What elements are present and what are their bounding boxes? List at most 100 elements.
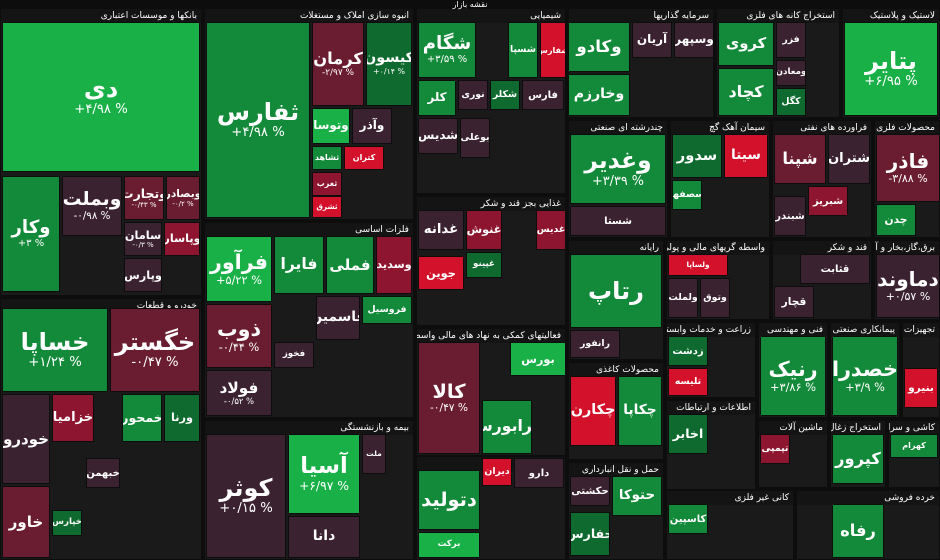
stock-name: ملت [366,448,382,458]
stock-tile: آسیا +۶/۹۷ % [288,434,360,514]
stock-name: بنیرو [908,381,934,395]
stock-tile: زدشت [668,336,708,366]
stock-tile: خپارس [52,510,82,536]
stock-tile: شسپا [508,22,538,78]
stock-name: آسیا [300,453,348,480]
stock-change: -۳/۸۸ % [888,172,928,186]
stock-tile: قچار [774,286,814,318]
stock-name: قچار [781,295,807,309]
stock-tile: کپرور [832,434,884,484]
stock-name: خزامیا [52,409,94,425]
stock-name: فارس [528,89,558,101]
stock-tile: شپنا [774,134,826,184]
sector-title: بیمه و بازنشستگی [205,421,413,435]
stock-name: شکلر [492,88,518,100]
stock-name: خبهمن [86,467,120,479]
stock-name: وکادو [576,36,622,56]
stock-name: شدیس [418,128,458,143]
stock-tile: ورنا [164,394,200,442]
stock-name: وخارزم [573,86,625,103]
stock-tile: آریان [632,22,672,58]
stock-name: رنیک [768,356,818,381]
stock-tile: ثغرب [312,172,342,196]
stock-name: خپارس [52,517,82,528]
sector-title: فعالیتهای کمکی به نهاد های مالی واسط [417,329,565,343]
stock-name: بوعلی [460,131,490,143]
stock-change: +۳/۹ % [845,379,885,394]
stock-name: شبندر [775,210,805,222]
sector-title: اطلاعات و ارتباطات [667,401,755,415]
stock-tile: فاسمین [316,296,360,340]
stock-name: کوثر [219,473,273,502]
stock-name: غدیس [536,223,566,235]
stock-change: +۳/۸۶ % [770,379,816,394]
stock-tile: شبریز [808,186,848,216]
stock-tile: وتوسا [312,108,350,144]
stock-name: کرمان [313,48,363,68]
sector-title: حمل و نقل انبارداری [569,463,663,477]
stock-name: شتران [828,150,870,166]
stock-tile: بنیرو [904,368,938,408]
stock-tile: کوثر +۰/۱۵ % [206,434,286,558]
stock-tile: قثابت [800,254,870,284]
stock-tile: فارس [522,80,564,110]
sector-title: پیمانکاری صنعتی [831,323,899,337]
stock-name: سدور [676,146,718,164]
stock-name: خصدرا [832,356,898,381]
stock-tile: وبصادر -۰/۲ % [166,176,200,220]
stock-tile: ملت [362,434,386,474]
stock-name: فولاد [219,378,259,397]
stock-name: دماوند [877,267,939,292]
sector-title: کانی غیر فلزی [667,491,793,505]
stock-name: زدشت [672,345,704,357]
stock-name: ثغرب [316,178,338,188]
stock-tile: دتولید [418,470,480,530]
stock-tile: وتجارت-۰/۴۳ % [124,176,164,220]
stock-name: فملی [329,255,371,274]
stock-name: نوری [461,88,485,100]
stock-name: چکاپا [623,402,657,419]
stock-tile: تلیسه [668,368,708,396]
stock-name: شفارس [541,44,565,55]
stock-tile: وسپهر [674,22,714,58]
stock-name: بورس [521,351,555,366]
stock-tile: کرمان -۲/۹۷ % [312,22,364,106]
stock-name: سصفها [673,188,701,200]
stock-tile: رتاپ [570,254,662,328]
sector-title: استخراج زغال [831,421,885,435]
stock-name: وپارس [124,267,162,282]
stock-tile: ذوب -۰/۴۴ % [206,304,272,368]
stock-name: جوین [426,265,456,280]
stock-tile: غدانه [418,210,464,250]
stock-tile: وتوق [700,278,730,318]
stock-tile: دانا [288,516,360,558]
stock-tile: خمحور [122,394,162,442]
stock-name: وسپهر [674,32,714,47]
stock-tile: حفارس [570,512,610,556]
stock-name: فایرا [280,255,318,274]
stock-tile: وکادو [568,22,630,72]
stock-tile: غنوش [466,210,502,250]
stock-tile: کیسون +۰/۱۴ % [366,22,412,106]
stock-tile: تپمپی [760,434,790,464]
stock-change: +۰/۵۷ % [885,290,931,304]
stock-name: کالا [432,379,466,403]
stock-change: +۴/۹۸ % [74,102,128,118]
stock-change: +۶/۹۷ % [298,478,350,493]
stock-name: غدانه [423,221,459,237]
stock-tile: کتران [344,146,384,170]
stock-name: کگل [781,95,801,107]
stock-tile: ثشرق [312,196,342,218]
stock-change: +۳/۳۹ % [591,174,644,190]
stock-name: رتاپ [588,276,644,305]
stock-tile: شبندر [774,196,806,236]
stock-tile: کاسپین [668,504,708,534]
stock-name: شبریز [812,195,844,207]
sector-title: غذایی بجز قند و شکر [417,197,565,211]
stock-tile: فرابورس [482,400,532,454]
stock-name: وبملت [62,188,122,210]
stock-tile: سیتا [724,134,768,178]
stock-tile: وپاسار [164,222,200,256]
stock-tile: کگل [776,88,806,116]
